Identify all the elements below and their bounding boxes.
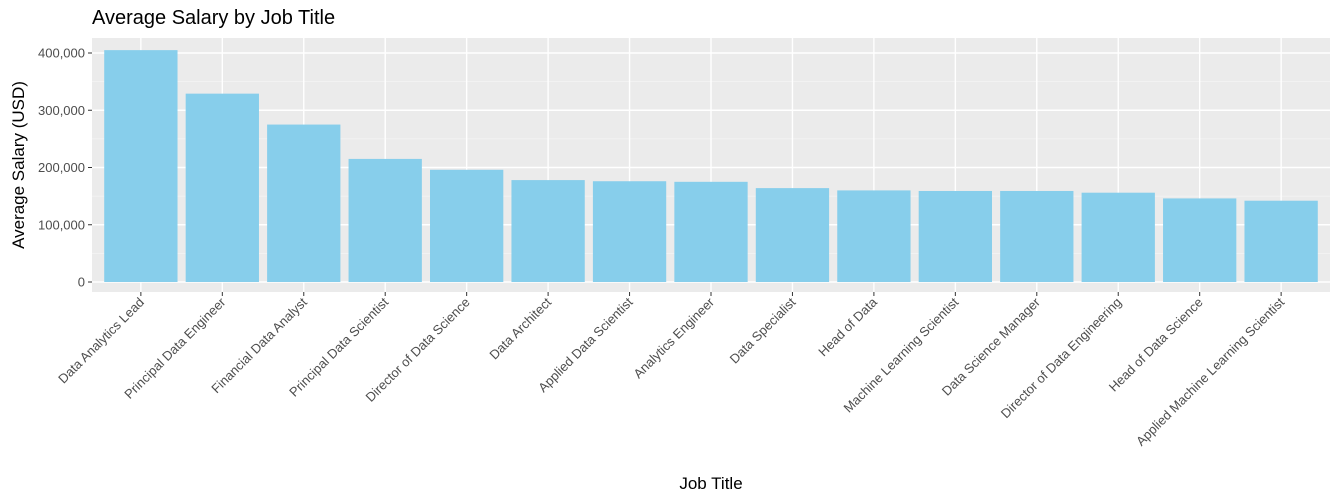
x-tick-label: Data Specialist — [727, 294, 799, 366]
bar — [511, 180, 585, 282]
bar — [1163, 198, 1237, 282]
y-axis: 0 100,000 200,000 300,000 400,000 — [38, 46, 92, 290]
x-tick-label: Head of Data — [815, 294, 880, 359]
bar — [430, 169, 504, 282]
bar — [1081, 192, 1155, 282]
x-tick-label: Applied Data Scientist — [535, 294, 636, 395]
x-tick-label: Applied Machine Learning Scientist — [1133, 294, 1287, 448]
y-tick-label: 0 — [78, 275, 85, 290]
chart-title: Average Salary by Job Title — [92, 7, 335, 29]
bar — [674, 181, 748, 282]
bar — [104, 50, 178, 283]
y-tick-label: 300,000 — [38, 103, 85, 118]
x-tick-label: Data Analytics Lead — [55, 295, 147, 387]
bar — [755, 188, 830, 282]
x-tick-label: Analytics Engineer — [630, 294, 717, 381]
bar — [1244, 200, 1318, 282]
y-tick-label: 100,000 — [38, 217, 85, 232]
x-axis-title: Job Title — [679, 474, 742, 493]
bar — [592, 181, 667, 282]
y-tick-label: 400,000 — [38, 46, 85, 61]
bar — [185, 93, 259, 283]
bar — [837, 190, 911, 282]
bar — [348, 158, 422, 282]
bars — [104, 50, 1318, 283]
y-axis-title: Average Salary (USD) — [9, 81, 28, 249]
x-tick-label: Data Architect — [486, 294, 554, 362]
bar — [267, 124, 341, 282]
bar — [918, 190, 992, 282]
bar — [1000, 190, 1074, 282]
y-tick-label: 200,000 — [38, 160, 85, 175]
